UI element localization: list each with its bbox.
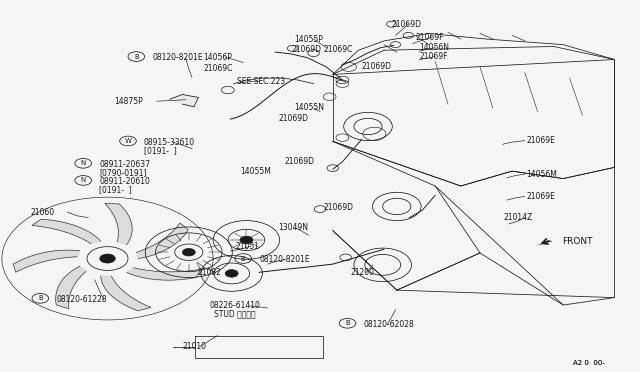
Text: 14056N: 14056N: [419, 43, 449, 52]
Text: [0191-  ]: [0191- ]: [144, 146, 177, 155]
Text: 14056P: 14056P: [204, 53, 232, 62]
Text: 08120-8201E: 08120-8201E: [152, 53, 203, 62]
Text: 21069C: 21069C: [204, 64, 233, 73]
Text: 21069F: 21069F: [419, 52, 448, 61]
Circle shape: [240, 236, 253, 244]
Text: A2 0  00-: A2 0 00-: [573, 360, 605, 366]
Circle shape: [182, 248, 195, 256]
Text: 08120-61228: 08120-61228: [56, 295, 107, 304]
Text: A2 0  00-: A2 0 00-: [573, 360, 605, 366]
Text: 14875P: 14875P: [114, 97, 143, 106]
Polygon shape: [170, 94, 198, 107]
Text: N: N: [81, 160, 86, 166]
Text: B: B: [241, 256, 246, 262]
Text: 08120-8201E: 08120-8201E: [259, 255, 310, 264]
Text: 08911-20637: 08911-20637: [99, 160, 150, 169]
Text: 21010: 21010: [182, 342, 206, 351]
Text: 21069D: 21069D: [285, 157, 315, 166]
Polygon shape: [136, 223, 188, 259]
Text: 21200: 21200: [351, 268, 375, 277]
Text: 08120-62028: 08120-62028: [364, 320, 414, 329]
Polygon shape: [127, 268, 200, 280]
Polygon shape: [100, 276, 151, 311]
Text: 08226-61410: 08226-61410: [210, 301, 260, 310]
Text: 14055P: 14055P: [294, 35, 323, 44]
Text: W: W: [125, 138, 131, 144]
Polygon shape: [13, 250, 80, 272]
Text: 13049N: 13049N: [278, 223, 308, 232]
Text: 08911-20610: 08911-20610: [99, 177, 150, 186]
Circle shape: [225, 270, 238, 277]
Text: 21082: 21082: [197, 268, 221, 277]
Text: 08915-33610: 08915-33610: [144, 138, 195, 147]
Text: STUD スタッド: STUD スタッド: [214, 310, 256, 319]
Text: 21014Z: 21014Z: [503, 213, 532, 222]
Text: 14056M: 14056M: [526, 170, 557, 179]
Text: B: B: [38, 295, 43, 301]
Circle shape: [100, 254, 115, 263]
Text: 21069D: 21069D: [362, 62, 392, 71]
Text: 21069D: 21069D: [278, 114, 308, 123]
Text: 14055M: 14055M: [240, 167, 271, 176]
Text: 21060: 21060: [31, 208, 55, 217]
Polygon shape: [32, 219, 100, 244]
Text: B: B: [134, 54, 139, 60]
Text: 21069E: 21069E: [526, 136, 555, 145]
Polygon shape: [56, 266, 86, 309]
Text: 14055N: 14055N: [294, 103, 324, 112]
Text: [0191-  ]: [0191- ]: [99, 185, 132, 194]
Text: 21069D: 21069D: [291, 45, 321, 54]
Text: [0790-0191]: [0790-0191]: [99, 168, 147, 177]
Text: B: B: [345, 320, 350, 326]
Text: 21051: 21051: [236, 242, 260, 251]
Text: FRONT: FRONT: [562, 237, 593, 246]
Text: 21069D: 21069D: [323, 203, 353, 212]
Text: N: N: [81, 177, 86, 183]
Text: 21069D: 21069D: [392, 20, 422, 29]
Text: 21069F: 21069F: [416, 33, 445, 42]
Polygon shape: [105, 203, 132, 244]
Text: 21069C: 21069C: [323, 45, 353, 54]
Text: SEE SEC.223: SEE SEC.223: [237, 77, 285, 86]
Text: 21069E: 21069E: [526, 192, 555, 201]
